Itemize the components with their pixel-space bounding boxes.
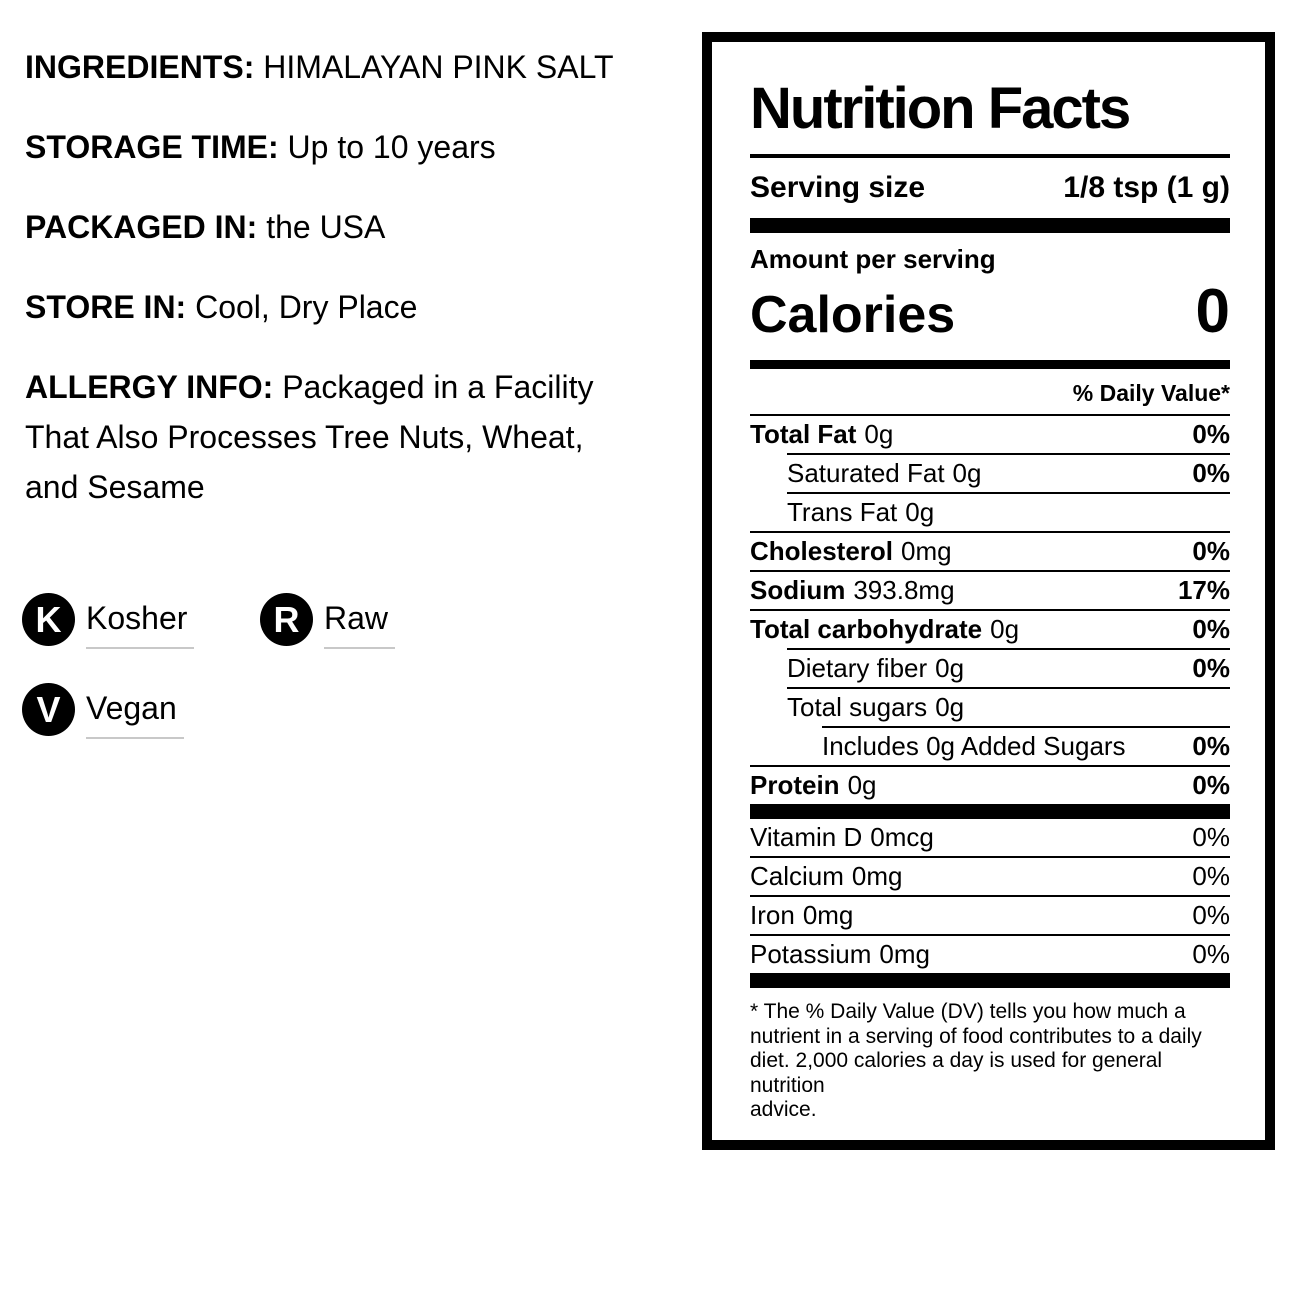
vegan-badge-label: Vegan xyxy=(86,690,184,739)
thick-divider-bar xyxy=(750,218,1230,233)
packaged-in-info: PACKAGED IN: the USA xyxy=(25,202,685,252)
total-sugars-text: Total sugars 0g xyxy=(787,692,965,722)
vegan-icon: V xyxy=(22,683,75,736)
protein-text: Protein 0g xyxy=(750,770,877,800)
protein-row: Protein 0g 0% xyxy=(750,765,1230,804)
iron-text: Iron 0mg xyxy=(750,900,854,930)
vegan-badge: V Vegan xyxy=(22,683,184,739)
raw-icon: R xyxy=(260,593,313,646)
footnote-line-1: * The % Daily Value (DV) tells you how m… xyxy=(750,1000,1186,1023)
calories-row: Calories 0 xyxy=(750,277,1230,346)
allergy-value-line-1: Packaged in a Facility xyxy=(282,369,594,405)
potassium-row: Potassium 0mg 0% xyxy=(750,934,1230,973)
trans-fat-row: Trans Fat 0g xyxy=(787,492,1230,531)
product-info-column: INGREDIENTS: HIMALAYAN PINK SALT STORAGE… xyxy=(25,42,685,542)
protein-dv: 0% xyxy=(1192,770,1230,800)
raw-badge: R Raw xyxy=(260,593,396,649)
footnote-line-4: advice. xyxy=(750,1098,817,1121)
kosher-badge: K Kosher xyxy=(22,593,260,649)
total-sugars-row: Total sugars 0g xyxy=(787,687,1230,726)
total-carbohydrate-text: Total carbohydrate 0g xyxy=(750,614,1020,644)
allergy-line-1: ALLERGY INFO: Packaged in a Facility xyxy=(25,362,685,412)
store-in-info: STORE IN: Cool, Dry Place xyxy=(25,282,685,332)
saturated-fat-row: Saturated Fat 0g 0% xyxy=(787,453,1230,492)
sodium-text: Sodium 393.8mg xyxy=(750,575,955,605)
nutrition-facts-panel: Nutrition Facts Serving size 1/8 tsp (1 … xyxy=(702,32,1275,1150)
dietary-fiber-row: Dietary fiber 0g 0% xyxy=(787,648,1230,687)
kosher-badge-label: Kosher xyxy=(86,600,195,649)
storage-time-info: STORAGE TIME: Up to 10 years xyxy=(25,122,685,172)
ingredients-info: INGREDIENTS: HIMALAYAN PINK SALT xyxy=(25,42,685,92)
added-sugars-dv: 0% xyxy=(1192,731,1230,761)
added-sugars-row: Includes 0g Added Sugars 0% xyxy=(822,726,1230,765)
medium-divider-bar xyxy=(750,360,1230,369)
store-in-label: STORE IN: xyxy=(25,289,187,325)
trans-fat-text: Trans Fat 0g xyxy=(787,497,935,527)
nutrition-facts-title: Nutrition Facts xyxy=(750,76,1230,158)
total-fat-dv: 0% xyxy=(1192,419,1230,449)
calcium-text: Calcium 0mg xyxy=(750,861,903,891)
sodium-row: Sodium 393.8mg 17% xyxy=(750,570,1230,609)
ingredients-value: HIMALAYAN PINK SALT xyxy=(263,49,614,85)
storage-time-value: Up to 10 years xyxy=(287,129,496,165)
badge-row-2: V Vegan xyxy=(22,683,395,739)
allergy-label: ALLERGY INFO: xyxy=(25,369,274,405)
vitamin-d-text: Vitamin D 0mcg xyxy=(750,822,934,852)
saturated-fat-text: Saturated Fat 0g xyxy=(787,458,982,488)
packaged-in-label: PACKAGED IN: xyxy=(25,209,258,245)
allergy-value-line-3: and Sesame xyxy=(25,469,205,505)
thick-divider-bar-2 xyxy=(750,804,1230,819)
raw-badge-label: Raw xyxy=(324,600,396,649)
amount-per-serving-label: Amount per serving xyxy=(750,244,996,274)
thick-divider-bar-3 xyxy=(750,973,1230,988)
total-fat-text: Total Fat 0g xyxy=(750,419,894,449)
saturated-fat-dv: 0% xyxy=(1192,458,1230,488)
footnote-line-2: nutrient in a serving of food contribute… xyxy=(750,1024,1202,1048)
daily-value-footnote: * The % Daily Value (DV) tells you how m… xyxy=(750,1000,1230,1123)
dietary-fiber-text: Dietary fiber 0g xyxy=(787,653,965,683)
calories-value: 0 xyxy=(1195,277,1230,346)
ingredients-label: INGREDIENTS: xyxy=(25,49,255,85)
cholesterol-dv: 0% xyxy=(1192,536,1230,566)
vitamin-d-row: Vitamin D 0mcg 0% xyxy=(750,819,1230,856)
added-sugars-text: Includes 0g Added Sugars xyxy=(822,731,1126,761)
footnote-line-3: diet. 2,000 calories a day is used for g… xyxy=(750,1049,1163,1097)
packaged-in-value: the USA xyxy=(266,209,386,245)
serving-size-row: Serving size 1/8 tsp (1 g) xyxy=(750,158,1230,218)
serving-size-value: 1/8 tsp (1 g) xyxy=(1063,171,1230,204)
potassium-dv: 0% xyxy=(1192,939,1230,969)
potassium-text: Potassium 0mg xyxy=(750,939,930,969)
allergy-info: ALLERGY INFO: Packaged in a Facility Tha… xyxy=(25,362,685,512)
kosher-icon: K xyxy=(22,593,75,646)
total-fat-row: Total Fat 0g 0% xyxy=(750,414,1230,453)
sodium-dv: 17% xyxy=(1177,575,1230,605)
cholesterol-text: Cholesterol 0mg xyxy=(750,536,952,566)
cholesterol-row: Cholesterol 0mg 0% xyxy=(750,531,1230,570)
vitamin-d-dv: 0% xyxy=(1192,822,1230,852)
storage-time-label: STORAGE TIME: xyxy=(25,129,279,165)
total-carbohydrate-row: Total carbohydrate 0g 0% xyxy=(750,609,1230,648)
total-carbohydrate-dv: 0% xyxy=(1192,614,1230,644)
iron-row: Iron 0mg 0% xyxy=(750,895,1230,934)
store-in-value: Cool, Dry Place xyxy=(195,289,418,325)
certification-badges: K Kosher R Raw V Vegan xyxy=(22,593,396,773)
daily-value-header: % Daily Value* xyxy=(1072,380,1230,406)
iron-dv: 0% xyxy=(1192,900,1230,930)
dietary-fiber-dv: 0% xyxy=(1192,653,1230,683)
calories-label: Calories xyxy=(750,286,956,344)
calcium-row: Calcium 0mg 0% xyxy=(750,856,1230,895)
allergy-value-line-2: That Also Processes Tree Nuts, Wheat, xyxy=(25,419,584,455)
serving-size-label: Serving size xyxy=(750,171,926,204)
badge-row-1: K Kosher R Raw xyxy=(22,593,396,649)
calcium-dv: 0% xyxy=(1192,861,1230,891)
